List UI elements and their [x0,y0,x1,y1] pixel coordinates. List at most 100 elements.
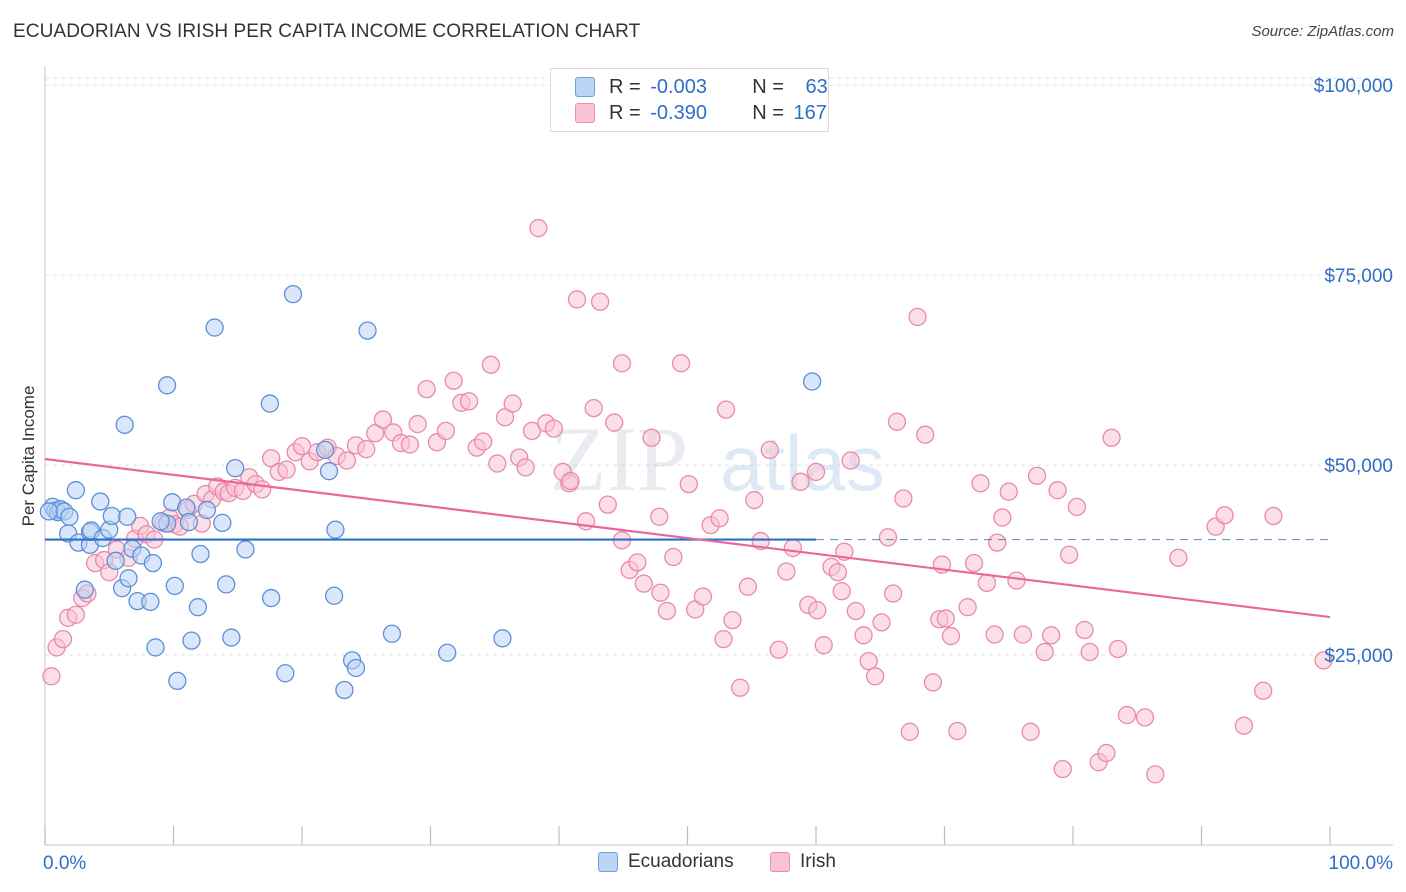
bottom-legend-label: Irish [800,851,836,872]
y-tick-label: $75,000 [1324,266,1393,287]
irish-point [408,414,427,434]
irish-point [253,480,272,499]
grid-lines [45,77,1393,656]
irish-point [373,410,393,429]
ecuadorian-point [119,569,138,588]
irish-point [1264,506,1283,526]
bottom-legend-irish: Irish [770,851,836,873]
irish-point [1169,548,1188,567]
bottom-legend-ecuadorians: Ecuadorians [598,851,734,873]
irish-point [1035,642,1054,662]
irish-point [671,354,691,373]
irish-point [366,424,385,443]
ecuadorian-point [151,512,170,531]
irish-point [417,379,436,399]
x-tick-label: 0.0% [43,853,86,874]
watermark: ZIP atlas [550,408,885,510]
irish-point [664,547,683,567]
irish-swatch [575,103,595,123]
irish-point [723,610,742,630]
ecuadorian-point [102,506,121,526]
irish-point [651,583,670,602]
irish-point [292,436,312,456]
ecuadorian-point [438,643,457,662]
ecuadorians-swatch [598,852,618,872]
ecuadorian-point [319,462,339,481]
irish-point [444,371,463,390]
ecuadorian-point [236,540,255,559]
legend-n-value: 167 [793,101,827,124]
irish-point [495,408,515,427]
irish-point [634,574,653,593]
bottom-legend-label: Ecuadorians [628,851,734,872]
ecuadorian-point [141,592,160,612]
axes [44,66,1393,846]
ecuadorian-point [165,576,184,596]
ecuadorian-point [324,586,344,605]
ecuadorian-point [157,376,177,395]
irish-point [544,419,564,438]
irish-point [1234,716,1254,735]
watermark-atlas: atlas [720,419,885,507]
ecuadorians-swatch [575,77,595,97]
irish-point [964,553,984,573]
irish-point [808,601,827,620]
legend-r-label: R = [609,75,647,98]
irish-point [516,458,535,477]
irish-point [53,629,73,649]
ecuadorian-point [326,520,345,539]
ecuadorian-point [115,415,134,434]
irish-point [887,412,907,431]
trend-lines [44,457,1331,619]
irish-point [993,508,1012,527]
irish-point [872,613,891,632]
irish-point [567,290,587,309]
legend-r-label: R = [609,101,647,124]
legend-row-irish: R = -0.390 N = 167 [551,101,827,125]
irish-point [522,421,542,441]
legend-row-ecuadorians: R = -0.003 N = 63 [551,75,828,99]
irish-point [1215,506,1234,525]
y-tick-label: $50,000 [1324,456,1393,477]
legend-r-value: -0.003 [650,75,707,98]
irish-point [936,609,955,628]
irish-point [865,667,885,686]
ecuadorian-point [276,664,295,683]
y-axis-label: Per Capita Income [19,386,38,527]
ecuadorian-point [205,318,224,337]
irish-point [985,625,1004,644]
irish-point [1097,743,1116,763]
irish-point [1075,620,1094,640]
ecuadorian-point [143,553,163,573]
ecuadorian-point [75,580,94,599]
irish-point [878,528,898,547]
irish-point [908,307,927,327]
irish-point [481,355,501,374]
irish-point [503,394,522,413]
ecuadorian-point [217,575,236,594]
irish-point [854,626,873,645]
x-tick-label: 100.0% [1329,853,1394,874]
ecuadorian-point [118,507,137,526]
ecuadorian-point [262,588,281,608]
irish-point [1053,759,1072,779]
irish-point [1067,497,1087,517]
irish-point [791,472,810,491]
irish-point [1007,571,1026,590]
irish-point [612,354,632,373]
irish-point [1059,545,1079,564]
irish-point [1021,722,1040,741]
irish-point [745,490,764,510]
irish-point [1048,481,1067,500]
irish-point [42,667,61,686]
irish-point [679,474,698,494]
irish-point [642,428,661,447]
ecuadorian-point [188,598,208,617]
ecuadorian-point [802,372,822,391]
irish-point [731,678,750,697]
source-label: Source: ZipAtlas.com [1251,23,1394,40]
ecuadorian-point [493,629,512,648]
irish-point [561,471,580,491]
irish-point [971,474,990,493]
